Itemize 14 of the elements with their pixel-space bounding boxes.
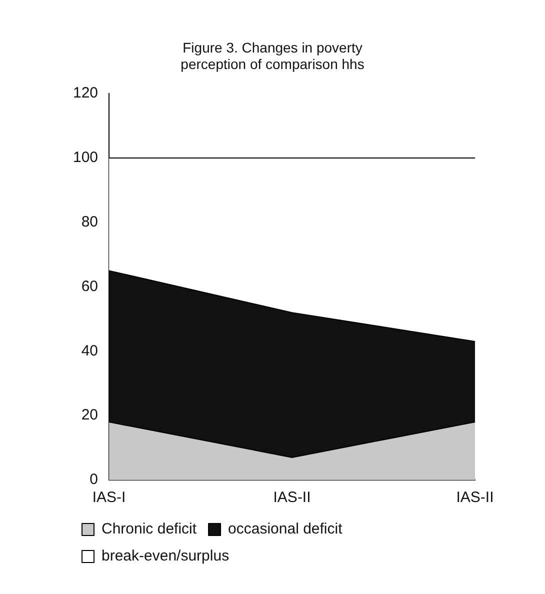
y-tick-label: 80 (81, 214, 98, 231)
x-tick-label: IAS-II (456, 489, 494, 506)
legend-label: occasional deficit (228, 520, 344, 538)
y-tick-label: 20 (81, 406, 98, 424)
x-tick-label: IAS-II (273, 489, 311, 506)
y-tick-label: 120 (72, 84, 98, 102)
legend-label: break-even/surplus (102, 548, 230, 565)
y-tick-label: 0 (90, 471, 98, 488)
y-tick-label: 40 (81, 342, 98, 360)
y-tick-label: 60 (81, 278, 98, 295)
y-tick-label: 100 (72, 149, 98, 166)
x-tick-label: IAS-I (92, 489, 126, 506)
legend-label: Chronic deficit (102, 520, 198, 538)
chart-title: Figure 3. Changes in poverty perception of comparison hhs (180, 39, 364, 72)
